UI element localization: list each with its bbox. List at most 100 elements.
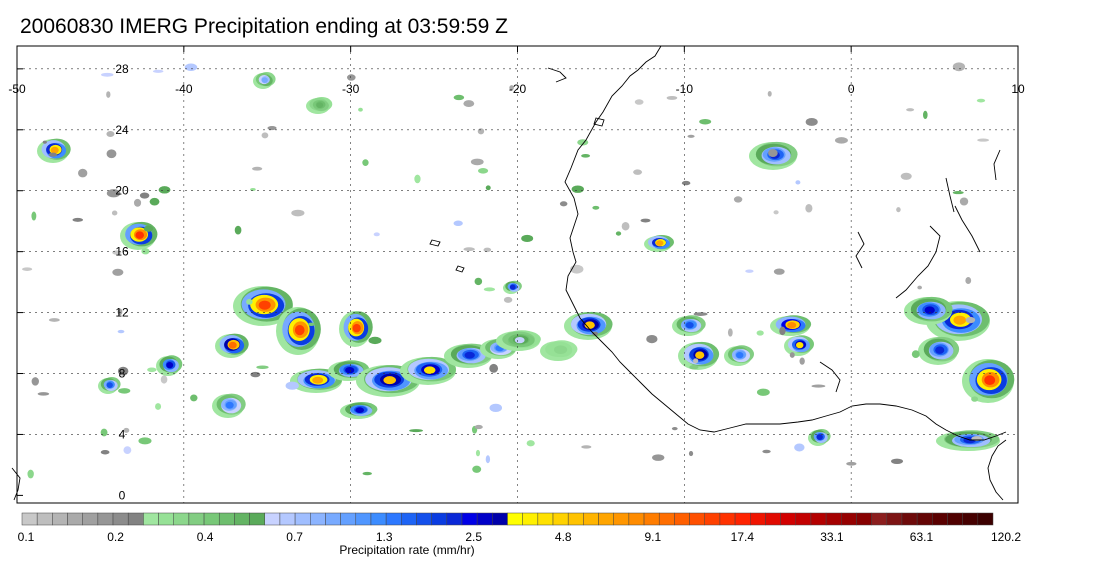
precip-speckle [633,169,643,175]
colorbar-swatch [188,512,205,526]
colorbar-swatch [431,512,448,526]
precip-speckle [106,189,121,198]
colorbar-swatch [658,512,675,526]
precip-speckle [581,154,591,158]
map-border [16,45,1019,504]
colorbar-swatch [294,512,311,526]
river-coast-3 [945,177,955,213]
west-edge-coast [11,467,21,501]
island-coast-3 [593,117,605,127]
precip-speckle [971,396,979,402]
precip-speckle [143,225,154,232]
precip-speckle [762,449,771,454]
gulf-coastline [987,439,1007,501]
precip-speckle [615,231,622,236]
precip-speckle [138,437,152,445]
precip-speckle [688,451,694,457]
lon-tick-label: 0 [848,82,855,96]
precip-speckle [687,134,695,138]
colorbar-swatch [279,512,296,526]
precip-speckle [681,180,691,186]
precip-speckle [485,185,491,191]
colorbar-swatch [127,512,144,526]
precip-speckle [923,110,928,120]
precip-speckle [291,209,305,217]
precip-speckle [621,221,630,231]
colorbar-swatch [385,512,402,526]
colorbar-swatch [401,512,417,526]
colorbar-swatch [886,512,903,526]
precip-speckle [834,137,848,144]
precip-cell [695,351,705,359]
colorbar-tick-label: 0.7 [286,530,303,544]
precip-speckle [101,72,114,77]
precip-speckle [693,312,708,316]
lon-tick-label: -20 [509,82,527,96]
precip-cell [228,341,237,349]
precip-speckle [794,443,805,452]
precip-speckle [147,367,157,373]
precip-speckle [463,247,475,252]
precip-speckle [155,403,162,410]
precip-speckle [509,85,514,91]
precip-cell [924,306,935,314]
precip-speckle [805,203,813,213]
colorbar-swatch [932,512,948,526]
precip-speckle [965,316,976,324]
lat-tick-label: 28 [115,62,129,76]
precip-speckle [699,118,712,125]
colorbar-swatch [962,512,979,526]
colorbar-swatch [719,512,736,526]
precip-cell [787,322,797,329]
precip-speckle [640,218,651,223]
precip-speckle [976,98,986,103]
colorbar-swatch [310,512,326,526]
precip-speckle [48,152,58,157]
precip-speckle [474,424,483,430]
colorbar-swatch [825,512,842,526]
precip-cell [984,375,996,385]
lat-tick-label: 20 [115,184,129,198]
precip-speckle [184,63,198,71]
colorbar-swatch [750,512,766,526]
precip-speckle [246,298,253,305]
precip-cell [50,146,59,154]
precip-cell [685,322,694,329]
precip-cell [294,325,305,336]
precip-speckle [646,334,658,344]
precip-speckle [503,296,513,303]
colorbar-swatch [325,512,341,526]
precip-speckle [666,95,678,100]
precip-speckle [727,328,733,337]
precip-speckle [693,358,699,364]
colorbar-swatch [203,512,220,526]
precip-speckle [805,118,818,126]
precip-speckle [477,128,485,135]
precip-speckle [141,248,150,255]
colorbar-swatch [507,512,523,526]
colorbar-swatch [249,512,265,526]
colorbar-swatch [173,512,190,526]
precip-speckle [745,269,754,273]
precip-speckle [362,471,372,476]
precip-speckle [453,220,463,227]
river-coast-7 [547,67,567,83]
precip-cell [736,352,744,359]
colorbar-swatch [674,512,690,526]
colorbar-swatch [492,512,508,526]
precip-speckle [485,455,491,464]
precip-speckle [634,99,644,105]
precip-speckle [267,126,277,131]
colorbar: 0.1 0.2 0.4 0.7 1.3 2.5 4.8 9.1 17.4 33.1 63.1 120.… [18,512,1021,557]
colorbar-swatch [97,512,114,526]
colorbar-tick-label: 9.1 [644,530,661,544]
colorbar-swatch [476,512,493,526]
colorbar-tick-label: 0.4 [197,530,214,544]
precip-speckle [31,377,39,386]
west-africa-coastline [564,45,1007,441]
precip-cell [953,315,966,325]
precip-speckle [891,458,904,465]
colorbar-swatch [82,512,99,526]
colorbar-swatch [780,512,797,526]
colorbar-swatch [446,512,463,526]
